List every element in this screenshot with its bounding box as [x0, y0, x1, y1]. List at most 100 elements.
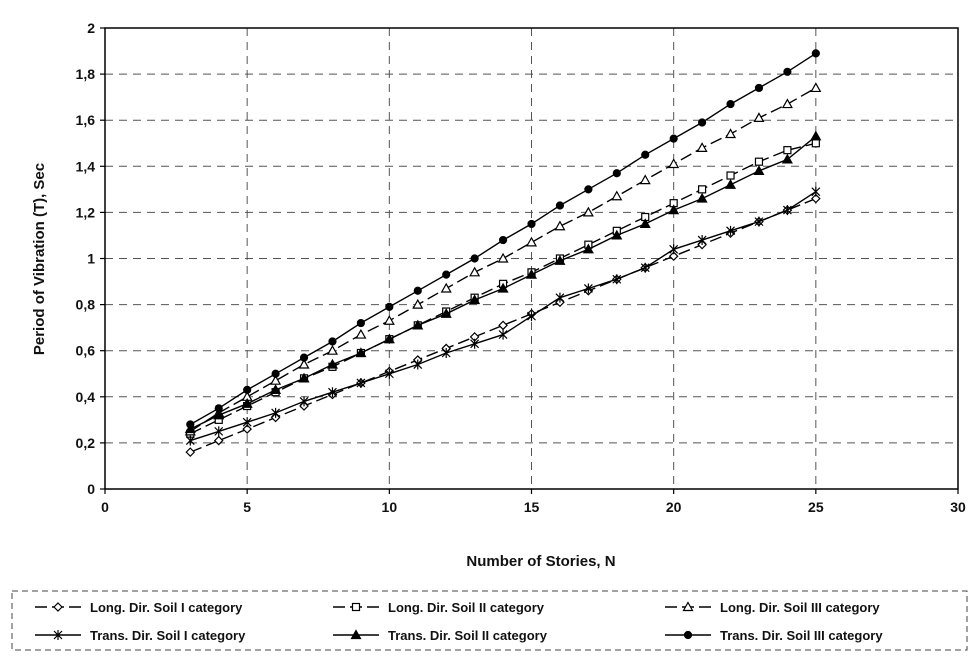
data-point [412, 298, 424, 309]
data-point [783, 146, 792, 155]
data-point [525, 268, 538, 279]
series-5 [184, 130, 822, 434]
data-point [470, 338, 480, 349]
legend-label: Long. Dir. Soil III category [720, 600, 880, 615]
y-tick-label: 1,2 [76, 204, 96, 220]
data-point [440, 282, 452, 293]
legend-item: Long. Dir. Soil III category [665, 600, 880, 615]
data-point [271, 407, 281, 418]
data-point [754, 83, 764, 93]
data-point [299, 353, 309, 362]
data-point [584, 185, 593, 194]
data-point [754, 157, 764, 166]
y-tick-label: 1,4 [76, 158, 96, 174]
data-point [527, 311, 536, 322]
data-point [213, 435, 224, 446]
data-point [298, 372, 310, 383]
data-point [555, 292, 565, 303]
legend-marker [53, 602, 63, 612]
legend-marker [53, 630, 63, 640]
legend-label: Trans. Dir. Soil I category [90, 628, 246, 643]
data-point [242, 424, 253, 434]
legend-marker [683, 630, 693, 640]
data-point [640, 262, 650, 273]
y-tick-label: 1,6 [76, 112, 96, 128]
series-layer [184, 49, 822, 457]
y-tick-label: 1,8 [76, 66, 96, 82]
data-point [583, 283, 593, 294]
data-point [326, 358, 338, 369]
data-point [185, 447, 196, 457]
data-point [811, 49, 820, 58]
data-point [783, 67, 792, 76]
data-point [726, 99, 735, 109]
x-tick-label: 5 [243, 499, 251, 515]
data-point [639, 218, 651, 229]
data-point [810, 130, 822, 141]
data-point [413, 359, 423, 370]
x-tick-label: 30 [950, 499, 966, 515]
data-point [271, 369, 280, 378]
data-point [356, 377, 366, 388]
data-point [612, 169, 621, 178]
y-tick-label: 0,8 [76, 297, 96, 313]
data-point [697, 118, 707, 127]
series-line [190, 197, 817, 453]
data-point [611, 229, 623, 240]
data-point [213, 409, 225, 420]
data-point [753, 112, 765, 122]
y-tick-label: 0,4 [76, 389, 96, 405]
data-point [186, 420, 195, 429]
data-point [184, 423, 196, 434]
data-point [811, 139, 820, 148]
data-point [612, 274, 622, 285]
data-point [726, 225, 735, 236]
legend-box [11, 590, 968, 651]
data-point [441, 348, 451, 359]
legend-label: Long. Dir. Soil II category [388, 600, 545, 615]
legend-item: Trans. Dir. Soil III category [665, 628, 883, 643]
data-point [554, 255, 566, 265]
data-point [328, 337, 337, 346]
data-point [639, 174, 651, 185]
data-point [781, 98, 793, 109]
data-point [214, 426, 224, 437]
data-point [326, 344, 338, 355]
data-point [781, 153, 793, 164]
legend-label: Long. Dir. Soil I category [90, 600, 243, 615]
data-point [383, 333, 395, 344]
x-tick-label: 15 [524, 499, 540, 515]
legend-marker [351, 602, 361, 612]
data-point [242, 417, 252, 428]
data-point [668, 204, 680, 215]
data-point [810, 193, 821, 204]
y-tick-label: 0 [87, 481, 95, 497]
data-point [525, 236, 538, 247]
data-point [641, 150, 650, 159]
data-point [497, 282, 509, 293]
data-point [440, 308, 452, 318]
data-point [442, 270, 451, 279]
y-tick-label: 0,6 [76, 343, 96, 359]
data-point [527, 219, 536, 229]
data-point [413, 286, 422, 295]
legend: Long. Dir. Soil I category Long. Dir. Soi… [11, 590, 968, 651]
data-point [668, 158, 680, 169]
data-point [469, 294, 481, 305]
series-6 [186, 49, 820, 429]
x-tick-label: 20 [666, 499, 682, 515]
data-point [753, 165, 765, 176]
data-point [811, 186, 821, 197]
data-point [298, 358, 310, 369]
data-point [810, 82, 822, 93]
data-point [498, 235, 508, 245]
y-tick-label: 2 [87, 20, 95, 36]
data-point [355, 347, 367, 358]
data-point [696, 192, 708, 203]
data-point [725, 179, 737, 189]
data-point [696, 142, 708, 152]
data-point [185, 435, 195, 446]
data-point [498, 320, 508, 331]
legend-marker [350, 629, 362, 640]
